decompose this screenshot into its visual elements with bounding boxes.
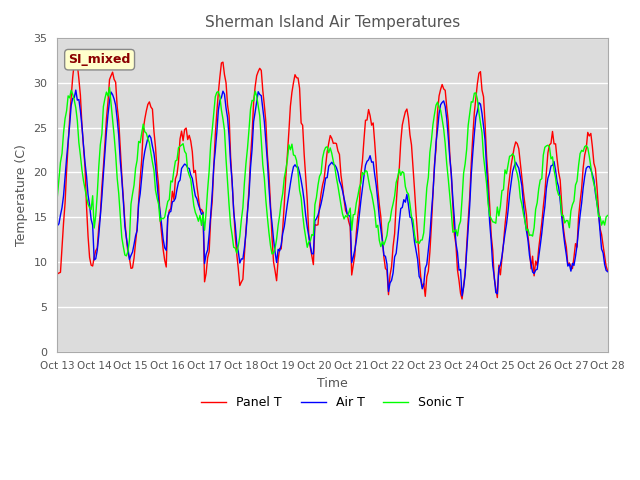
- Sonic T: [122, 253, 130, 259]
- Panel T: [604, 268, 612, 274]
- Sonic T: [576, 151, 584, 156]
- Sonic T: [239, 204, 246, 210]
- Line: Air T: Air T: [58, 90, 608, 296]
- Panel T: [246, 155, 254, 161]
- Y-axis label: Temperature (C): Temperature (C): [15, 144, 28, 246]
- Panel T: [54, 271, 61, 277]
- Sonic T: [54, 193, 61, 199]
- Legend: Panel T, Air T, Sonic T: Panel T, Air T, Sonic T: [196, 391, 469, 414]
- Text: SI_mixed: SI_mixed: [68, 53, 131, 66]
- Title: Sherman Island Air Temperatures: Sherman Island Air Temperatures: [205, 15, 460, 30]
- Sonic T: [298, 195, 305, 201]
- Sonic T: [221, 127, 228, 133]
- Panel T: [458, 296, 466, 302]
- X-axis label: Time: Time: [317, 377, 348, 390]
- Sonic T: [106, 84, 113, 90]
- Panel T: [121, 218, 129, 224]
- Air T: [219, 88, 227, 94]
- Air T: [576, 212, 584, 218]
- Panel T: [576, 199, 584, 205]
- Panel T: [218, 60, 225, 66]
- Sonic T: [604, 213, 612, 218]
- Air T: [237, 256, 245, 262]
- Air T: [246, 165, 254, 170]
- Air T: [54, 223, 61, 228]
- Sonic T: [248, 97, 256, 103]
- Air T: [458, 293, 466, 299]
- Line: Panel T: Panel T: [58, 62, 608, 299]
- Panel T: [237, 279, 245, 285]
- Air T: [604, 269, 612, 275]
- Sonic T: [124, 249, 132, 254]
- Air T: [72, 87, 79, 93]
- Air T: [296, 170, 303, 176]
- Panel T: [219, 59, 227, 65]
- Line: Sonic T: Sonic T: [58, 87, 608, 256]
- Panel T: [296, 85, 303, 91]
- Air T: [122, 235, 130, 241]
